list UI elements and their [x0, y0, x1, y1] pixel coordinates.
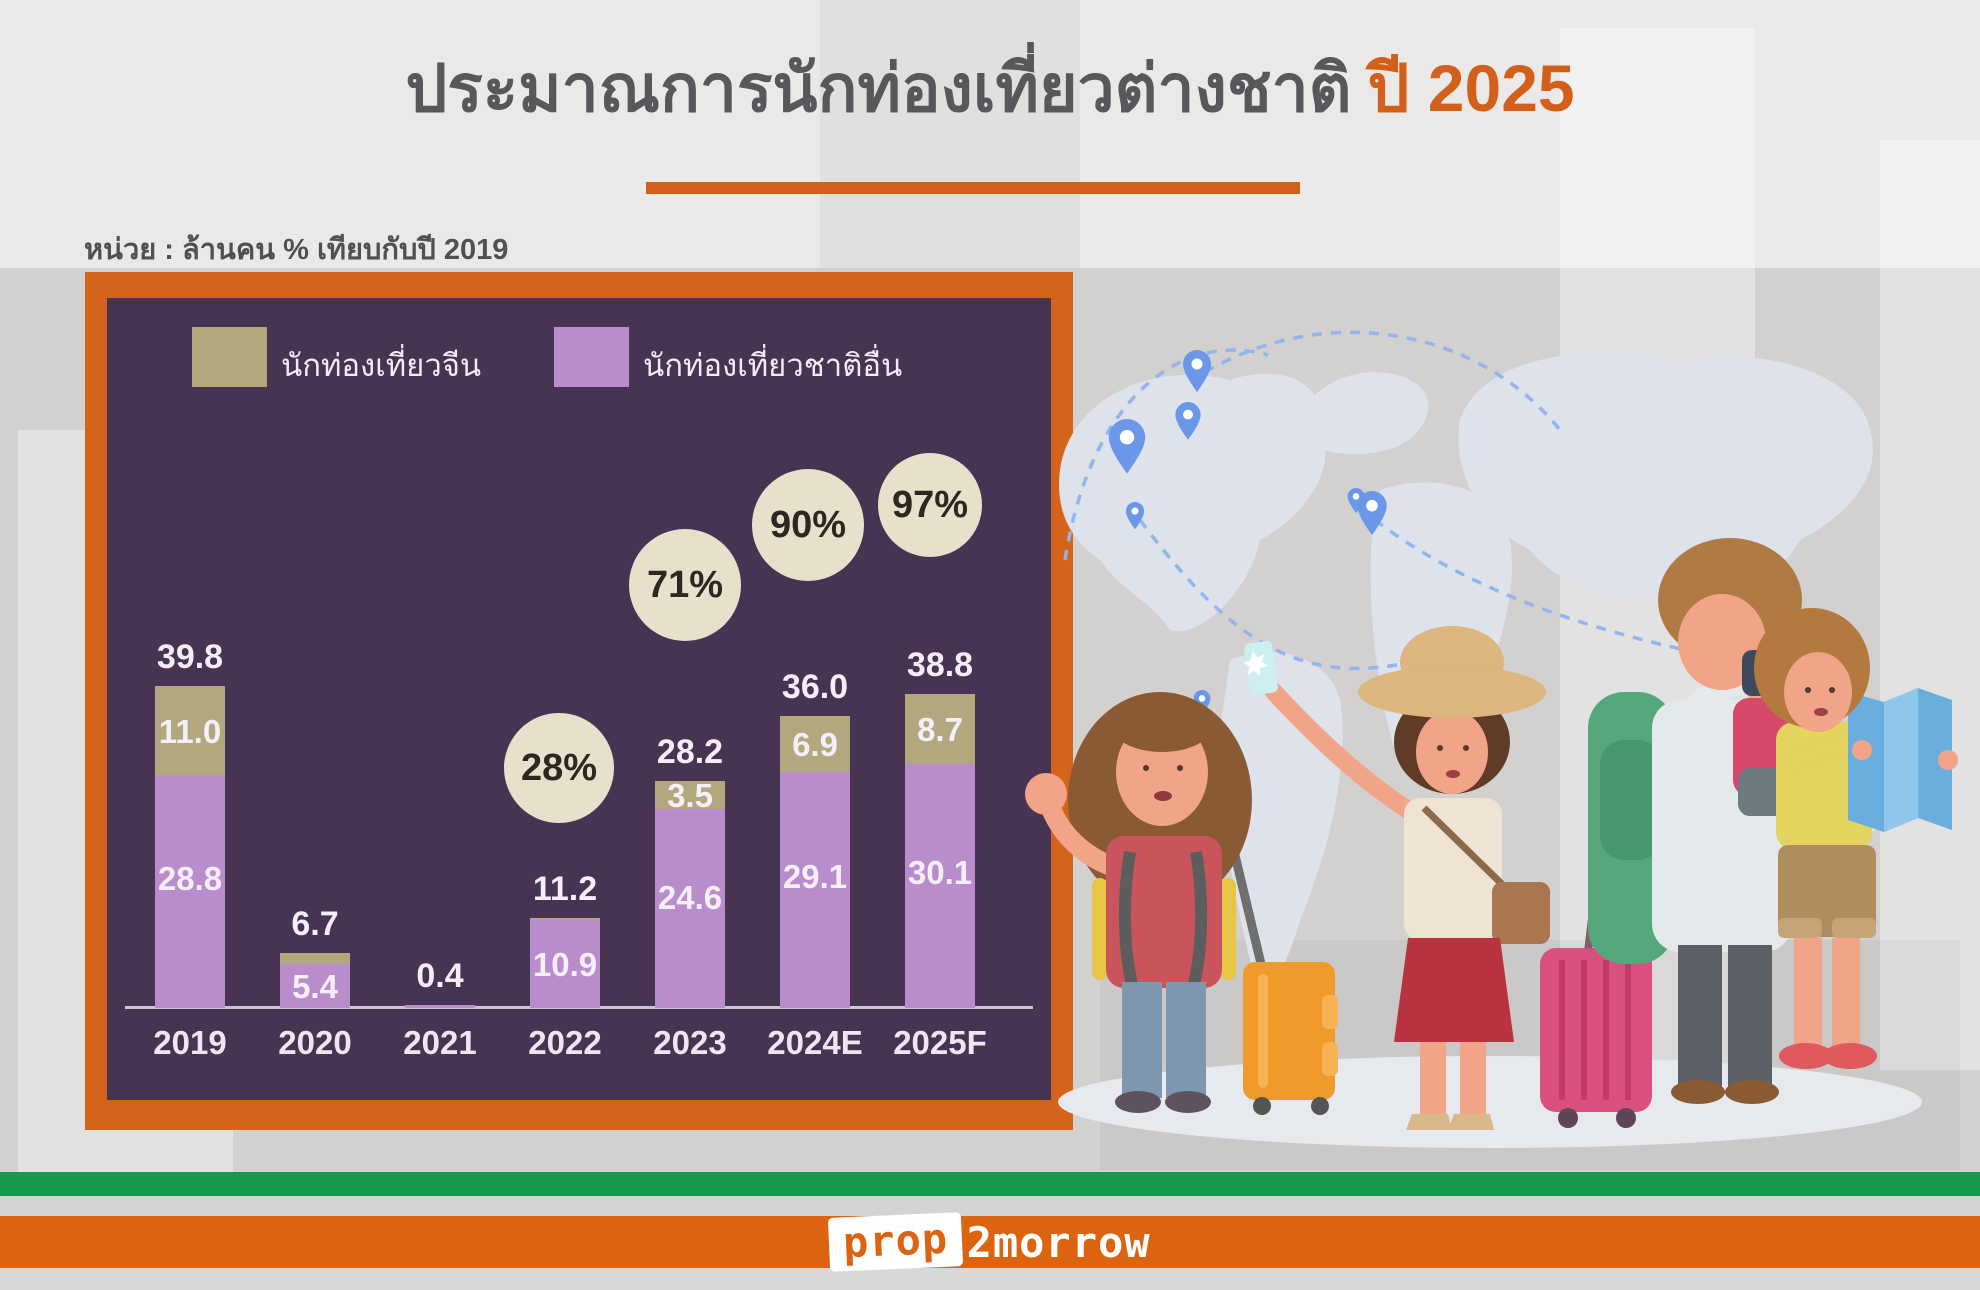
- bar-segment-china-2023: [655, 781, 725, 809]
- pct-badge-2024E: 90%: [752, 469, 864, 581]
- yellow-backpack-side: [1092, 878, 1108, 980]
- location-pin: [1108, 419, 1146, 474]
- footer-stripe-bottom: [0, 1268, 1980, 1290]
- tourist-map-woman: [1733, 608, 1958, 1069]
- pct-badge-2025F: 97%: [878, 453, 982, 557]
- bar-value-china: 11.0: [158, 713, 222, 750]
- jeans: [1122, 982, 1162, 1098]
- selfie-arm: [1265, 683, 1417, 819]
- smartphone: [1243, 640, 1278, 696]
- bar-segment-china-2025F: [905, 694, 975, 764]
- orange-suitcase: [1243, 962, 1335, 1100]
- bar-total-label: 38.8: [906, 646, 974, 684]
- pct-badge-2023: 71%: [629, 529, 741, 641]
- x-axis-tick-2019: 2019: [153, 1024, 227, 1061]
- x-axis-tick-2020: 2020: [278, 1024, 352, 1061]
- brand-logo-2morrow: 2morrow: [966, 1217, 1151, 1267]
- bar-value-others: 5.4: [292, 968, 338, 1005]
- city-building-right: [1880, 140, 1980, 1070]
- unit-note: หน่วย : ล้านคน % เทียบกับปี 2019: [84, 234, 509, 266]
- bar-value-china: 6.9: [792, 726, 838, 763]
- waving-hand: [1025, 773, 1067, 815]
- brown-shoe: [1671, 1080, 1725, 1104]
- page-title: ประมาณการนักท่องเที่ยวต่างชาติ ปี 2025: [0, 36, 1980, 141]
- bar-total-label: 11.2: [532, 870, 598, 908]
- legend-label-china: นักท่องเที่ยวจีน: [281, 348, 482, 383]
- location-pin: [1357, 491, 1387, 536]
- x-axis-tick-2025F: 2025F: [893, 1024, 987, 1061]
- footer-stripe-orange: [0, 1216, 1980, 1268]
- chart-frame: นักท่องเที่ยวจีน นักท่องเที่ยวชาติอื่น 2…: [85, 272, 1073, 1130]
- bar-segment-china-2019: [155, 686, 225, 775]
- x-axis-tick-2021: 2021: [403, 1024, 477, 1061]
- bar-total-label: 0.4: [416, 957, 464, 995]
- bar-value-others: 10.9: [532, 946, 598, 983]
- legend-label-others: นักท่องเที่ยวชาติอื่น: [643, 348, 903, 383]
- tourists-illustration: [1025, 330, 1958, 1148]
- tourist-selfie-woman: [1243, 626, 1652, 1130]
- red-shoe: [1779, 1043, 1833, 1069]
- face: [1784, 652, 1852, 732]
- bar-value-others: 28.8: [157, 860, 223, 897]
- bar-segment-china-2024E: [780, 716, 850, 772]
- bar-total-label: 28.2: [656, 733, 724, 771]
- red-skirt: [1394, 938, 1514, 1042]
- khaki-shorts: [1778, 845, 1876, 937]
- footer-stripe-gap: [0, 1196, 1980, 1216]
- pct-badge-2022: 28%: [504, 713, 614, 823]
- bar-total-label: 39.8: [156, 638, 224, 676]
- title-underline: [646, 182, 1300, 194]
- bar-value-china: 8.7: [917, 711, 963, 748]
- bar-segment-china-2022: [530, 918, 600, 920]
- bar-segment-others-2022: [530, 920, 600, 1008]
- shoe: [1115, 1091, 1161, 1113]
- x-axis-tick-2023: 2023: [653, 1024, 727, 1061]
- legend-swatch-china: [192, 327, 267, 387]
- bar-segment-china-2020: [280, 953, 350, 964]
- page-title-year: ปี 2025: [1367, 51, 1575, 125]
- bar-value-china: 3.5: [667, 777, 713, 814]
- brand-logo: prop 2morrow: [0, 1212, 1980, 1272]
- chart-plot-area: นักท่องเที่ยวจีน นักท่องเที่ยวชาติอื่น 2…: [107, 298, 1051, 1100]
- legend-swatch-others: [554, 327, 629, 387]
- bar-value-others: 24.6: [657, 879, 723, 916]
- bar-segment-others-2020: [280, 964, 350, 1008]
- pink-suitcase: [1540, 948, 1652, 1112]
- bar-segment-others-2025F: [905, 764, 975, 1008]
- location-pin: [1175, 402, 1201, 440]
- heel-shoe: [1406, 1114, 1452, 1130]
- cream-top: [1404, 798, 1502, 940]
- footer-stripe-green: [0, 1172, 1980, 1196]
- shoulder-bag: [1492, 882, 1550, 944]
- bar-segment-others-2019: [155, 775, 225, 1008]
- x-axis-tick-2024E: 2024E: [767, 1024, 863, 1061]
- gray-pants: [1678, 945, 1722, 1087]
- bar-segment-others-2024E: [780, 772, 850, 1008]
- bar-total-label: 6.7: [291, 905, 339, 943]
- bar-total-label: 36.0: [781, 668, 849, 706]
- travel-route-dashes: [1063, 330, 1761, 671]
- brand-logo-prop: prop: [828, 1212, 964, 1272]
- city-skyline-faint: [820, 0, 1080, 268]
- location-pin: [1183, 350, 1211, 392]
- x-axis-tick-2022: 2022: [528, 1024, 602, 1061]
- face: [1416, 710, 1488, 794]
- bar-value-others: 29.1: [782, 858, 848, 895]
- page-title-text: ประมาณการนักท่องเที่ยวต่างชาติ: [405, 51, 1352, 125]
- bar-segment-others-2021: [405, 1005, 475, 1008]
- tourist-waving-woman: [1025, 692, 1338, 1115]
- location-pin: [1125, 502, 1145, 530]
- bar-value-others: 30.1: [907, 854, 973, 891]
- bar-segment-others-2023: [655, 809, 725, 1008]
